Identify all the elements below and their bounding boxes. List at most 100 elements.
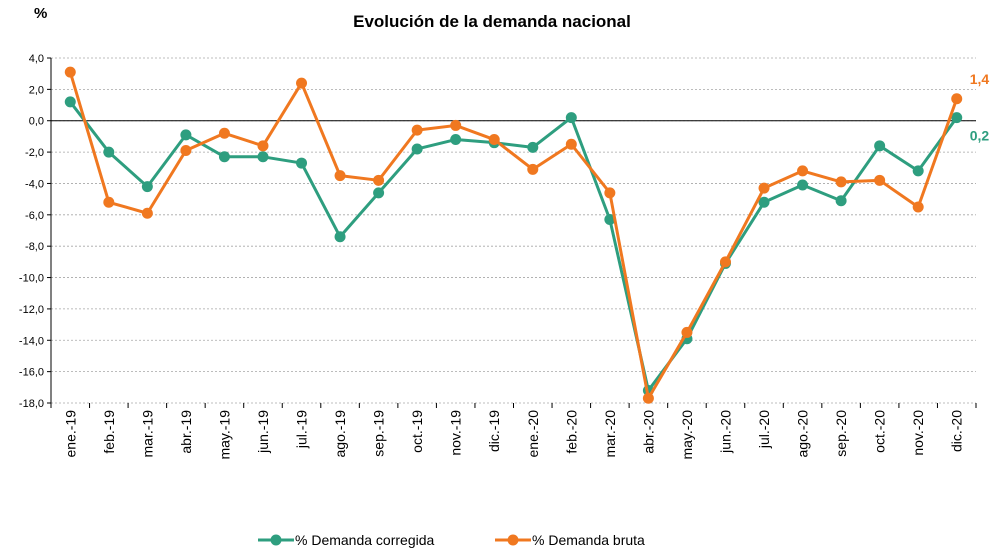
y-tick-label: -2,0 bbox=[25, 147, 44, 159]
y-unit-label: % bbox=[34, 5, 47, 22]
data-point bbox=[488, 134, 500, 146]
data-point bbox=[797, 165, 809, 177]
data-point bbox=[951, 93, 963, 105]
y-axis-ticks: 4,0 2,0 0,0 -2,0 -4,0 -6,0 -8,0 -10,0 -12,0 -14,0… bbox=[19, 53, 51, 410]
series-lines bbox=[64, 66, 963, 404]
data-point bbox=[334, 170, 346, 182]
x-tick-label: ene.-19 bbox=[62, 410, 78, 458]
x-tick-label: may.-19 bbox=[216, 410, 232, 460]
x-tick-label: mar.-20 bbox=[602, 410, 618, 458]
data-point bbox=[180, 129, 192, 141]
legend-label: % Demanda corregida bbox=[295, 532, 435, 548]
x-tick-label: sep.-20 bbox=[833, 410, 849, 457]
data-point bbox=[874, 140, 886, 152]
data-point bbox=[180, 145, 192, 157]
data-point bbox=[257, 140, 269, 152]
data-point bbox=[103, 196, 115, 208]
data-point bbox=[912, 201, 924, 213]
series-demanda-corregida bbox=[64, 96, 963, 396]
axes bbox=[50, 58, 976, 403]
data-point bbox=[835, 195, 847, 207]
data-point bbox=[141, 181, 153, 193]
data-point bbox=[681, 326, 693, 338]
data-point bbox=[334, 231, 346, 243]
data-point bbox=[797, 179, 809, 191]
y-tick-label: -14,0 bbox=[19, 335, 44, 347]
y-tick-label: -18,0 bbox=[19, 398, 44, 410]
x-tick-label: ago.-20 bbox=[795, 410, 811, 458]
y-tick-label: -12,0 bbox=[19, 304, 44, 316]
data-point bbox=[450, 134, 462, 146]
x-tick-label: oct.-20 bbox=[872, 410, 888, 453]
x-tick-label: abr.-19 bbox=[178, 410, 194, 454]
y-tick-label: -6,0 bbox=[25, 210, 44, 222]
x-tick-label: jul.-19 bbox=[294, 410, 310, 449]
data-point bbox=[218, 151, 230, 163]
x-axis-ticks: ene.-19 feb.-19 mar.-19 abr.-19 may.-19 jun.-… bbox=[50, 403, 977, 460]
data-point bbox=[604, 214, 616, 226]
x-tick-label: jun.-20 bbox=[717, 410, 733, 454]
x-tick-label: feb.-20 bbox=[563, 410, 579, 454]
data-point bbox=[527, 163, 539, 175]
end-labels: 0,2 1,4 bbox=[970, 71, 990, 144]
gridlines bbox=[51, 57, 976, 404]
data-point bbox=[373, 174, 385, 186]
data-point bbox=[64, 96, 76, 108]
x-tick-label: sep.-19 bbox=[371, 410, 387, 457]
data-point bbox=[912, 165, 924, 177]
data-point bbox=[103, 146, 115, 158]
series-line bbox=[69, 100, 958, 392]
end-value-label: 0,2 bbox=[970, 128, 990, 144]
end-value-label: 1,4 bbox=[970, 71, 990, 87]
series-line bbox=[68, 71, 959, 400]
data-point bbox=[527, 141, 539, 153]
data-point bbox=[835, 176, 847, 188]
data-point bbox=[951, 112, 963, 124]
data-point bbox=[411, 124, 423, 136]
data-point bbox=[565, 112, 577, 124]
data-point bbox=[565, 138, 577, 150]
x-tick-label: abr.-20 bbox=[640, 410, 656, 454]
data-point bbox=[141, 207, 153, 219]
data-point bbox=[373, 187, 385, 199]
data-point bbox=[64, 66, 76, 78]
y-tick-label: 0,0 bbox=[29, 116, 44, 128]
series-demanda-bruta bbox=[64, 66, 963, 404]
y-tick-label: -10,0 bbox=[19, 273, 44, 285]
x-tick-label: nov.-19 bbox=[448, 410, 464, 456]
x-tick-label: jun.-19 bbox=[255, 410, 271, 454]
data-point bbox=[411, 143, 423, 155]
data-point bbox=[296, 157, 308, 169]
legend-marker bbox=[507, 534, 519, 546]
x-tick-label: jul.-20 bbox=[756, 410, 772, 449]
data-point bbox=[296, 77, 308, 89]
x-tick-label: oct.-19 bbox=[409, 410, 425, 453]
data-point bbox=[642, 392, 654, 404]
legend-item: % Demanda bruta bbox=[495, 532, 645, 548]
data-point bbox=[257, 151, 269, 163]
x-tick-label: mar.-19 bbox=[139, 410, 155, 458]
y-tick-label: -4,0 bbox=[25, 178, 44, 190]
x-tick-label: feb.-19 bbox=[101, 410, 117, 454]
x-tick-label: may.-20 bbox=[679, 410, 695, 460]
data-point bbox=[758, 196, 770, 208]
x-tick-label: dic.-20 bbox=[949, 410, 965, 452]
data-point bbox=[874, 174, 886, 186]
data-point bbox=[450, 119, 462, 131]
legend-marker bbox=[270, 534, 282, 546]
y-tick-label: 2,0 bbox=[29, 84, 44, 96]
data-point bbox=[604, 187, 616, 199]
legend-item: % Demanda corregida bbox=[258, 532, 435, 548]
y-tick-label: -8,0 bbox=[25, 241, 44, 253]
y-tick-label: -16,0 bbox=[19, 367, 44, 379]
legend-label: % Demanda bruta bbox=[532, 532, 645, 548]
data-point bbox=[719, 256, 731, 268]
x-tick-label: ene.-20 bbox=[525, 410, 541, 458]
x-tick-label: nov.-20 bbox=[910, 410, 926, 456]
legend: % Demanda corregida % Demanda bruta bbox=[258, 532, 645, 548]
data-point bbox=[218, 127, 230, 139]
x-tick-label: dic.-19 bbox=[486, 410, 502, 452]
x-tick-label: ago.-19 bbox=[332, 410, 348, 458]
data-point bbox=[758, 182, 770, 194]
